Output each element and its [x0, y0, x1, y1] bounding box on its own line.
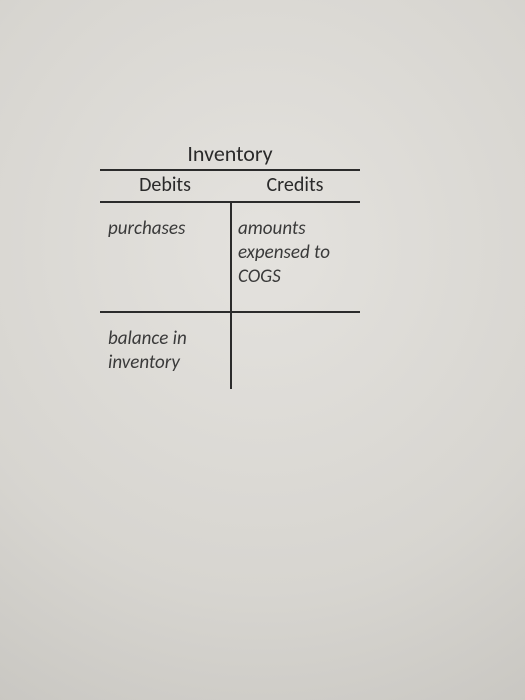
- t-account: Inventory Debits Credits purchases amoun…: [100, 140, 360, 389]
- entries-row: purchases amounts expensed to COGS: [100, 203, 360, 313]
- balance-row: balance in inventory: [100, 313, 360, 389]
- column-headers: Debits Credits: [100, 171, 360, 203]
- debit-balance: balance in inventory: [100, 313, 230, 389]
- debit-entry: purchases: [100, 203, 230, 313]
- debits-header: Debits: [100, 171, 230, 203]
- credit-entry: amounts expensed to COGS: [230, 203, 360, 313]
- credits-header: Credits: [230, 171, 360, 203]
- account-title: Inventory: [100, 140, 360, 171]
- credit-balance: [230, 313, 360, 389]
